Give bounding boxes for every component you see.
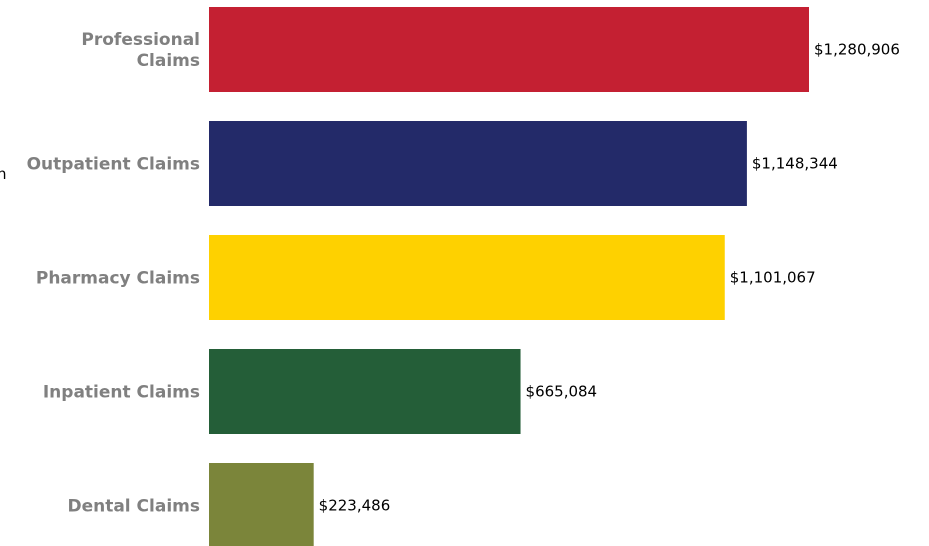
value-label-4: $223,486: [319, 497, 391, 515]
bar-4: [209, 463, 314, 546]
category-label-4: Dental Claims: [67, 497, 200, 517]
value-label-3: $665,084: [526, 383, 598, 401]
stray-text-fragment: n: [0, 165, 7, 183]
value-label-2: $1,101,067: [730, 269, 816, 287]
category-label-1: Outpatient Claims: [27, 155, 200, 175]
value-label-1: $1,148,344: [752, 155, 838, 173]
bar-2: [209, 235, 725, 320]
bar-0: [209, 7, 809, 92]
bar-1: [209, 121, 747, 206]
bar-3: [209, 349, 521, 434]
category-label-0: Professional Claims: [81, 30, 200, 71]
category-label-2: Pharmacy Claims: [36, 269, 200, 289]
value-label-0: $1,280,906: [814, 41, 900, 59]
category-label-3: Inpatient Claims: [43, 383, 200, 403]
